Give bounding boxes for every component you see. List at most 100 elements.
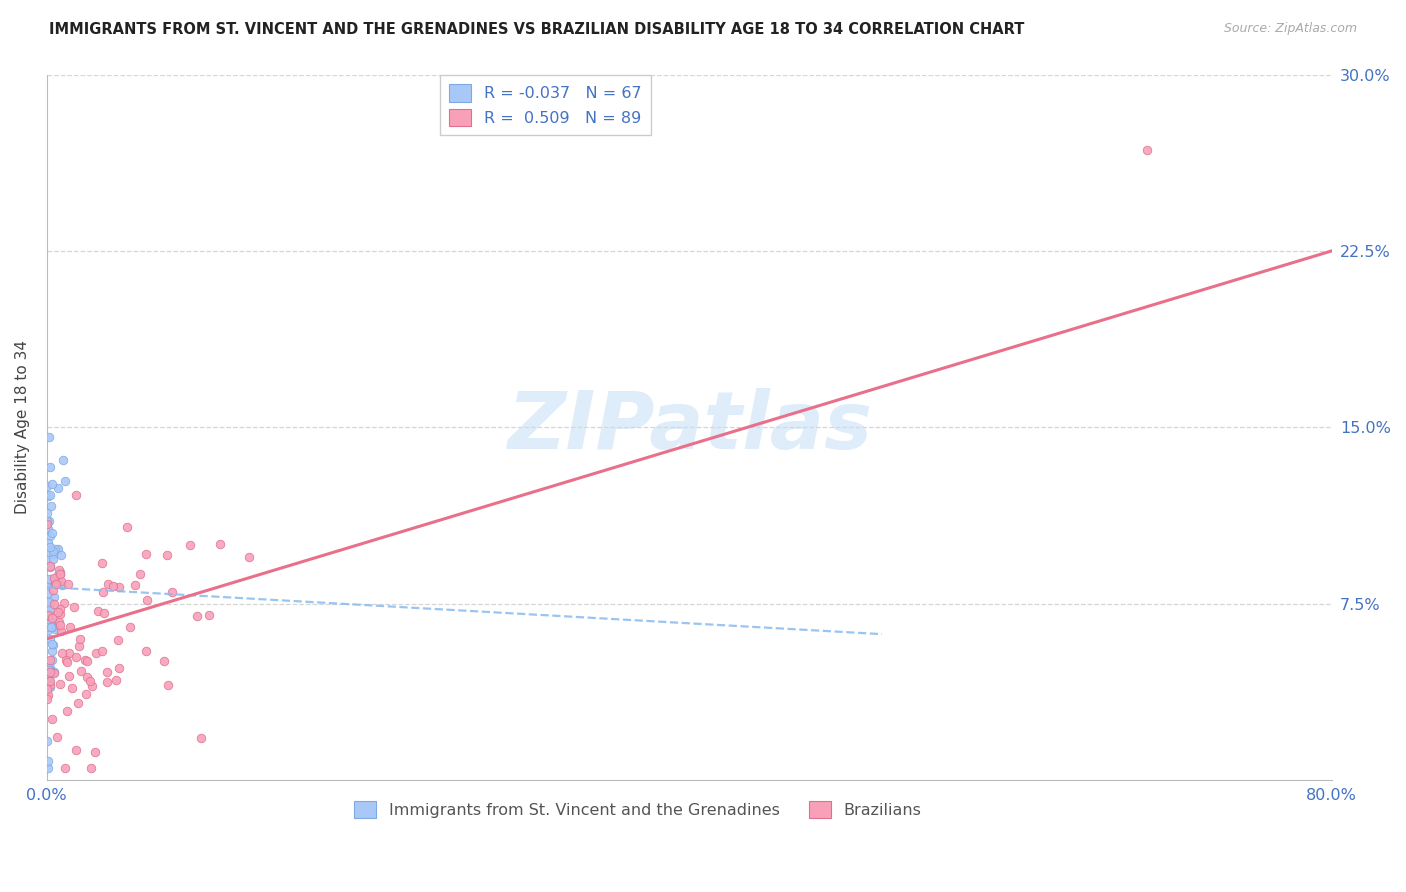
Point: [39, 665, 62, 680]
Point: [153, 654, 176, 668]
Point: [107, 632, 129, 647]
Point: [37, 624, 59, 638]
Point: [38, 514, 60, 528]
Point: [75, 687, 97, 701]
Point: [42, 552, 65, 566]
Point: [91, 585, 114, 599]
Point: [42, 638, 65, 652]
Point: [60, 681, 83, 696]
Y-axis label: Disability Age 18 to 34: Disability Age 18 to 34: [15, 340, 30, 514]
Point: [35, 574, 58, 589]
Point: [38, 594, 60, 608]
Point: [45, 730, 67, 744]
Legend: Immigrants from St. Vincent and the Grenadines, Brazilians: Immigrants from St. Vincent and the Gren…: [347, 795, 928, 825]
Point: [96, 675, 118, 690]
Point: [38, 614, 60, 628]
Point: [39, 663, 62, 677]
Point: [41, 620, 63, 634]
Point: [35, 673, 58, 688]
Point: [56, 704, 79, 718]
Point: [53, 761, 76, 775]
Point: [90, 643, 112, 657]
Point: [97, 577, 120, 591]
Point: [52, 596, 75, 610]
Point: [39, 661, 62, 675]
Point: [56, 577, 79, 591]
Point: [49, 607, 72, 621]
Point: [37, 514, 59, 528]
Point: [42, 615, 65, 630]
Point: [46, 606, 69, 620]
Point: [41, 712, 63, 726]
Point: [48, 567, 70, 582]
Point: [39, 620, 62, 634]
Point: [38, 666, 60, 681]
Point: [48, 567, 70, 582]
Point: [42, 597, 65, 611]
Point: [39, 559, 62, 574]
Point: [48, 615, 70, 629]
Point: [55, 653, 77, 667]
Point: [48, 563, 70, 577]
Point: [135, 644, 157, 658]
Point: [1136, 143, 1159, 157]
Point: [39, 596, 62, 610]
Point: [80, 679, 103, 693]
Point: [35, 479, 58, 493]
Point: [38, 601, 60, 615]
Point: [160, 584, 183, 599]
Point: [93, 606, 115, 620]
Point: [44, 571, 66, 585]
Point: [179, 538, 201, 552]
Point: [39, 632, 62, 646]
Point: [42, 547, 65, 561]
Point: [38, 430, 60, 444]
Point: [124, 578, 146, 592]
Point: [63, 599, 86, 614]
Point: [42, 665, 65, 680]
Point: [39, 573, 62, 587]
Point: [80, 761, 103, 775]
Point: [190, 731, 212, 745]
Point: [42, 582, 65, 597]
Point: [48, 565, 70, 579]
Point: [49, 617, 72, 632]
Point: [38, 663, 60, 677]
Point: [41, 637, 63, 651]
Point: [83, 746, 105, 760]
Point: [41, 544, 63, 558]
Point: [37, 754, 59, 768]
Point: [35, 552, 58, 566]
Point: [35, 506, 58, 520]
Point: [67, 640, 90, 654]
Point: [37, 608, 59, 623]
Point: [39, 540, 62, 554]
Point: [120, 620, 142, 634]
Point: [76, 654, 98, 668]
Point: [37, 682, 59, 697]
Point: [59, 619, 82, 633]
Point: [129, 566, 152, 581]
Point: [35, 691, 58, 706]
Point: [51, 646, 73, 660]
Point: [38, 572, 60, 586]
Point: [49, 574, 72, 588]
Point: [42, 590, 65, 604]
Point: [58, 646, 80, 660]
Point: [69, 632, 91, 646]
Point: [48, 601, 70, 615]
Point: [156, 548, 179, 562]
Point: [238, 550, 260, 565]
Point: [73, 653, 96, 667]
Point: [87, 604, 110, 618]
Point: [58, 669, 80, 683]
Point: [37, 671, 59, 685]
Point: [45, 577, 67, 591]
Point: [38, 673, 60, 688]
Point: [44, 622, 66, 636]
Point: [41, 653, 63, 667]
Point: [65, 649, 87, 664]
Point: [38, 488, 60, 502]
Point: [37, 522, 59, 536]
Point: [53, 474, 76, 488]
